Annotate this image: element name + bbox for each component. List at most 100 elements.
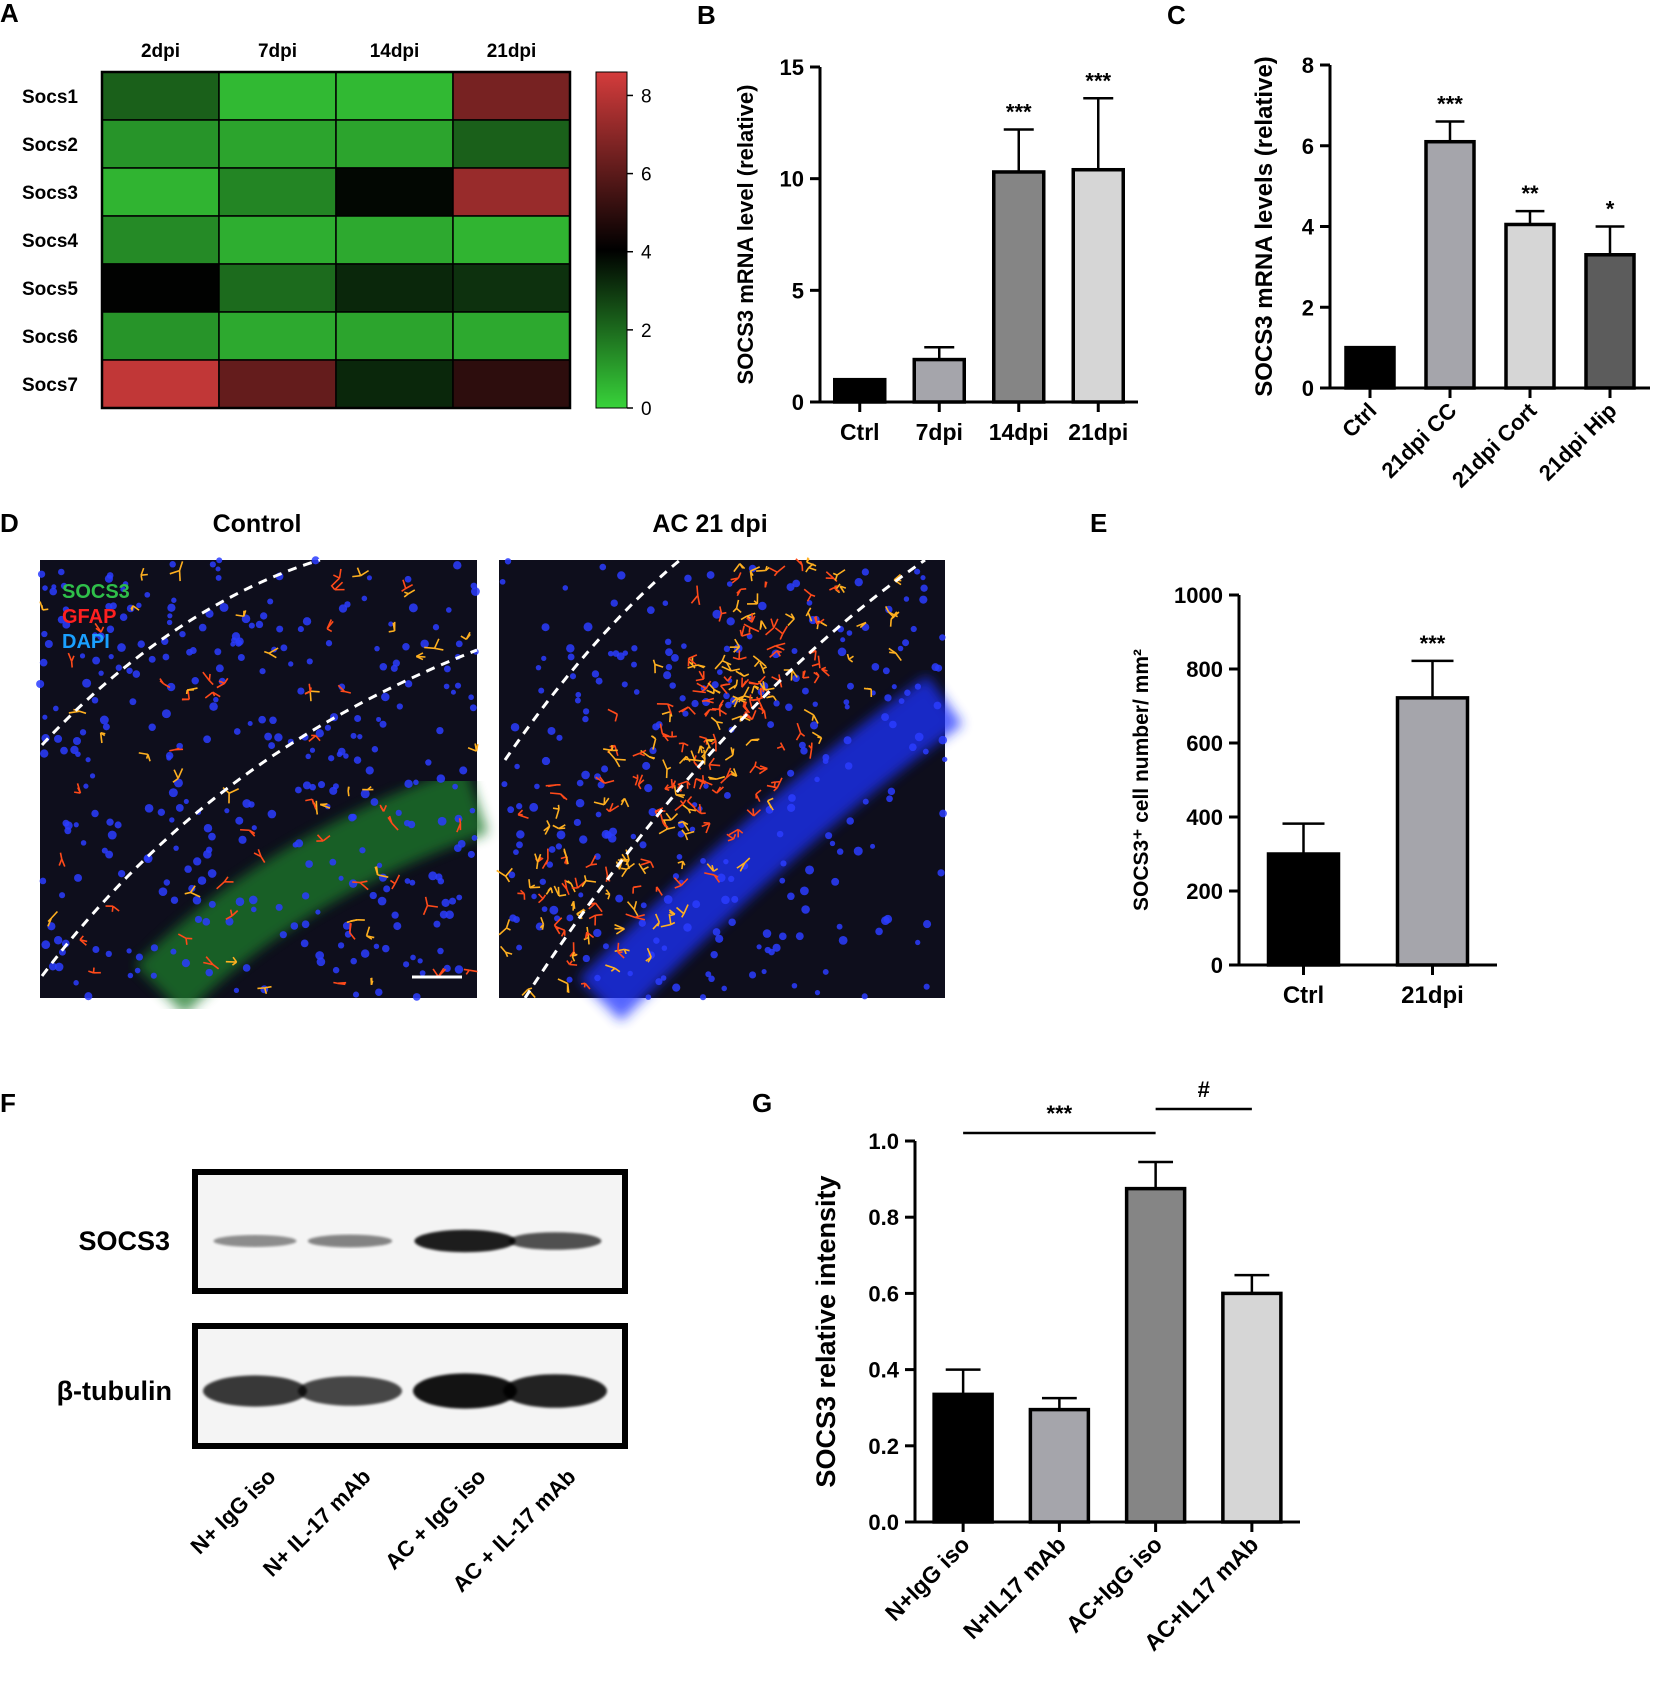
nucleus bbox=[642, 761, 651, 770]
nucleus bbox=[439, 910, 448, 919]
nucleus bbox=[117, 869, 126, 878]
astrocyte-process bbox=[552, 807, 560, 810]
x-tick-label: 21dpi bbox=[1401, 982, 1464, 1009]
heatmap-cell bbox=[452, 359, 571, 409]
astrocyte-process bbox=[505, 919, 511, 929]
y-tick-label: 0.6 bbox=[868, 1281, 899, 1306]
astrocyte-process bbox=[696, 585, 699, 596]
astrocyte-process bbox=[701, 822, 711, 828]
nucleus bbox=[167, 603, 176, 612]
heatmap-row-label: Socs5 bbox=[22, 279, 78, 300]
astrocyte-process bbox=[405, 583, 414, 590]
astrocyte-process bbox=[365, 926, 371, 937]
astrocyte-process bbox=[697, 595, 701, 606]
astrocyte-process bbox=[621, 868, 628, 878]
astrocyte-process bbox=[95, 627, 102, 633]
nucleus bbox=[379, 662, 388, 671]
colorbar-tick-label: 8 bbox=[641, 86, 652, 107]
nucleus bbox=[350, 732, 357, 739]
nucleus bbox=[822, 758, 829, 765]
astrocyte-process bbox=[185, 938, 188, 945]
astrocyte-process bbox=[356, 567, 362, 576]
astrocyte-process bbox=[557, 978, 568, 985]
astrocyte-process bbox=[223, 677, 229, 684]
nucleus bbox=[706, 571, 715, 579]
astrocyte-process bbox=[138, 752, 149, 756]
astrocyte-process bbox=[714, 689, 721, 694]
nucleus bbox=[290, 922, 299, 930]
nucleus bbox=[350, 957, 357, 965]
nucleus bbox=[822, 968, 829, 975]
astrocyte-process bbox=[382, 804, 388, 812]
astrocyte-process bbox=[687, 706, 696, 715]
astrocyte-process bbox=[74, 791, 81, 794]
astrocyte-process bbox=[550, 887, 554, 894]
astrocyte-process bbox=[728, 828, 739, 836]
astrocyte-process bbox=[727, 838, 734, 842]
astrocyte-process bbox=[818, 737, 823, 745]
y-tick-label: 200 bbox=[1186, 879, 1223, 904]
astrocyte-process bbox=[755, 789, 762, 795]
astrocyte-process bbox=[599, 776, 606, 784]
astrocyte-process bbox=[432, 968, 439, 978]
nucleus bbox=[436, 774, 446, 783]
nucleus bbox=[120, 586, 126, 592]
nucleus bbox=[132, 670, 141, 678]
nucleus bbox=[633, 689, 640, 695]
nucleus bbox=[546, 861, 554, 868]
astrocyte-process bbox=[620, 797, 626, 803]
astrocyte-process bbox=[746, 617, 753, 623]
astrocyte-process bbox=[683, 904, 689, 915]
astrocyte-process bbox=[347, 790, 350, 797]
nucleus bbox=[547, 726, 556, 735]
colorbar-tick-label: 0 bbox=[641, 399, 652, 420]
nucleus bbox=[914, 568, 921, 575]
astrocyte-process bbox=[566, 960, 571, 965]
nucleus bbox=[889, 720, 897, 729]
nucleus bbox=[660, 975, 667, 981]
nucleus bbox=[183, 798, 189, 804]
astrocyte-process bbox=[42, 608, 49, 611]
nucleus bbox=[933, 701, 942, 710]
nucleus bbox=[825, 832, 833, 840]
astrocyte-process bbox=[757, 675, 766, 685]
astrocyte-process bbox=[581, 880, 587, 888]
nucleus bbox=[881, 713, 890, 721]
astrocyte-process bbox=[749, 694, 752, 701]
nucleus bbox=[143, 854, 153, 864]
astrocyte-process bbox=[569, 963, 578, 966]
x-tick-label: AC+IgG iso bbox=[1061, 1531, 1167, 1637]
nucleus bbox=[780, 860, 787, 867]
astrocyte-process bbox=[731, 668, 740, 672]
bar bbox=[1584, 253, 1636, 390]
astrocyte-process bbox=[773, 618, 779, 629]
astrocyte-process bbox=[178, 570, 181, 582]
astrocyte-process bbox=[505, 867, 513, 877]
nucleus bbox=[181, 958, 191, 968]
astrocyte-process bbox=[733, 646, 741, 653]
nucleus bbox=[260, 612, 268, 620]
nucleus bbox=[208, 900, 216, 908]
astrocyte-process bbox=[58, 858, 63, 866]
astrocyte-process bbox=[708, 764, 712, 771]
nucleus bbox=[79, 729, 87, 736]
astrocyte-process bbox=[203, 961, 214, 966]
panel-label-d: D bbox=[0, 508, 19, 538]
nucleus bbox=[599, 563, 607, 571]
astrocyte-process bbox=[465, 633, 471, 640]
astrocyte-process bbox=[790, 613, 795, 620]
astrocyte-process bbox=[607, 894, 611, 900]
nucleus bbox=[60, 746, 68, 755]
y-axis-label: SOCS3 mRNA levels (relative) bbox=[1251, 56, 1278, 397]
nucleus bbox=[53, 705, 59, 712]
astrocyte-process bbox=[709, 690, 715, 695]
nucleus bbox=[225, 917, 234, 926]
nucleus bbox=[359, 847, 366, 854]
heatmap-cell bbox=[452, 311, 571, 361]
astrocyte-process bbox=[749, 699, 753, 708]
nucleus bbox=[179, 630, 186, 638]
nucleus bbox=[529, 802, 539, 812]
x-tick-label: N+IL17 mAb bbox=[958, 1531, 1071, 1644]
astrocyte-process bbox=[662, 821, 669, 829]
nucleus bbox=[144, 591, 151, 598]
